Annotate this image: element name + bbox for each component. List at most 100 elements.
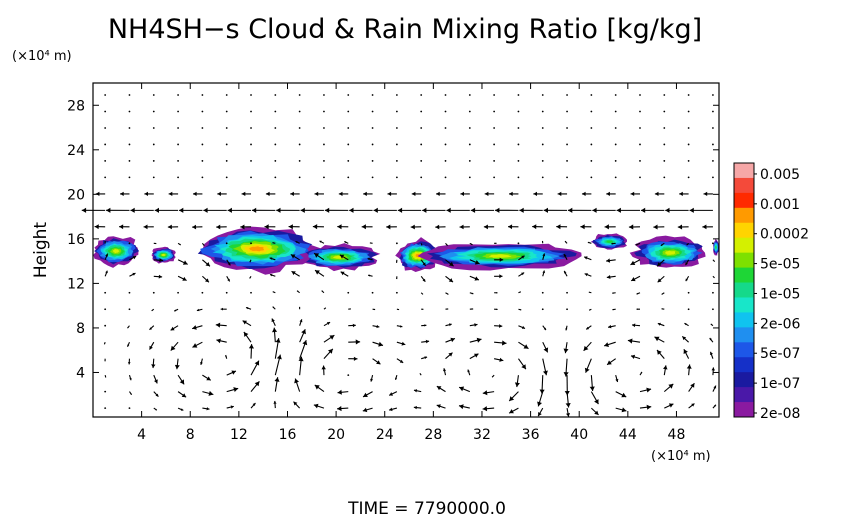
wind-arrow (371, 110, 374, 113)
wind-arrow (533, 191, 543, 196)
wind-arrow (614, 110, 617, 113)
wind-arrow (685, 275, 690, 282)
wind-arrow (128, 291, 131, 294)
wind-arrow (324, 207, 349, 213)
wind-arrow (712, 259, 716, 262)
wind-arrow (250, 127, 252, 129)
wind-arrow (614, 160, 617, 162)
wind-arrow (225, 176, 228, 179)
wind-arrow (584, 358, 592, 373)
wind-arrow (580, 224, 592, 230)
wind-arrow (192, 224, 203, 230)
wind-arrow (630, 275, 641, 282)
wind-arrow (250, 160, 252, 162)
wind-arrow (363, 191, 373, 196)
wind-arrow (663, 94, 666, 96)
wind-arrow (106, 207, 130, 213)
wind-arrow (192, 341, 203, 348)
wind-arrow (541, 160, 544, 162)
wind-arrow (290, 253, 300, 261)
wind-arrow (541, 127, 544, 129)
wind-arrow (519, 207, 543, 213)
wind-arrow (663, 110, 666, 113)
wind-arrow (606, 358, 616, 366)
wind-arrow (681, 335, 689, 343)
wind-arrow (372, 341, 384, 347)
wind-arrow (712, 404, 717, 409)
wind-arrow (588, 291, 592, 294)
wind-arrow (420, 259, 427, 267)
wind-arrow (274, 377, 280, 392)
cloud-contour (161, 254, 166, 256)
wind-arrow (518, 308, 522, 311)
wind-arrow (542, 358, 548, 376)
wind-arrow (202, 407, 210, 411)
wind-arrow (128, 242, 131, 245)
wind-arrow (470, 207, 495, 213)
wind-arrow (240, 224, 252, 230)
wind-arrow (687, 308, 690, 311)
wind-arrow (663, 365, 668, 376)
wind-arrow (703, 191, 713, 196)
wind-arrow (388, 391, 398, 396)
wind-arrow (468, 94, 471, 96)
wind-arrow (371, 127, 374, 129)
wind-arrow (517, 358, 527, 370)
wind-arrow (104, 127, 107, 129)
wind-arrow (340, 271, 349, 277)
wind-arrow (639, 176, 641, 179)
wind-arrow (517, 94, 520, 96)
colorbar-label: 2e-08 (760, 406, 800, 422)
wind-arrow (344, 241, 349, 244)
wind-arrow (127, 358, 131, 365)
wind-arrow (372, 308, 376, 311)
wind-arrow (420, 176, 423, 179)
wind-arrow (566, 143, 568, 146)
wind-arrow (104, 143, 107, 146)
wind-arrow (250, 291, 252, 294)
wind-arrow (127, 325, 130, 329)
x-tick-label: 44 (619, 427, 637, 443)
cloud-patch (713, 238, 719, 256)
wind-arrow (419, 373, 422, 376)
wind-arrow (152, 176, 155, 179)
wind-arrow (245, 307, 252, 310)
wind-arrow (312, 224, 324, 230)
wind-arrow (494, 242, 497, 244)
x-tick-label: 12 (230, 427, 248, 443)
wind-arrow (630, 259, 641, 266)
wind-arrow (566, 160, 568, 162)
wind-arrow (202, 275, 210, 283)
wind-arrow (396, 276, 398, 280)
wind-arrow (323, 321, 331, 327)
wind-arrow (469, 308, 474, 310)
wind-arrow (272, 327, 278, 343)
wind-arrow (177, 176, 179, 179)
wind-arrow (104, 253, 109, 260)
wind-arrow (444, 127, 447, 129)
wind-arrow (274, 110, 277, 113)
wind-arrow (611, 242, 616, 245)
wind-arrow (225, 127, 228, 129)
wind-arrow (298, 110, 301, 113)
wind-arrow (288, 224, 300, 230)
wind-arrow (104, 358, 106, 362)
wind-arrow (104, 270, 108, 277)
wind-arrow (314, 191, 324, 196)
wind-arrow (420, 110, 423, 113)
wind-arrow (177, 407, 184, 411)
wind-arrow (541, 143, 544, 146)
y-tick-label: 8 (76, 321, 85, 337)
wind-arrow (606, 191, 616, 196)
wind-arrow (128, 110, 131, 113)
wind-arrow (468, 127, 471, 129)
wind-arrow (590, 143, 593, 146)
wind-arrow (508, 391, 519, 402)
wind-arrow (319, 240, 325, 244)
wind-arrow (639, 127, 641, 129)
wind-arrow (482, 406, 495, 412)
colorbar-swatch (734, 267, 754, 284)
wind-arrow (566, 110, 568, 113)
wind-arrow (153, 258, 164, 263)
wind-arrow (541, 110, 544, 113)
